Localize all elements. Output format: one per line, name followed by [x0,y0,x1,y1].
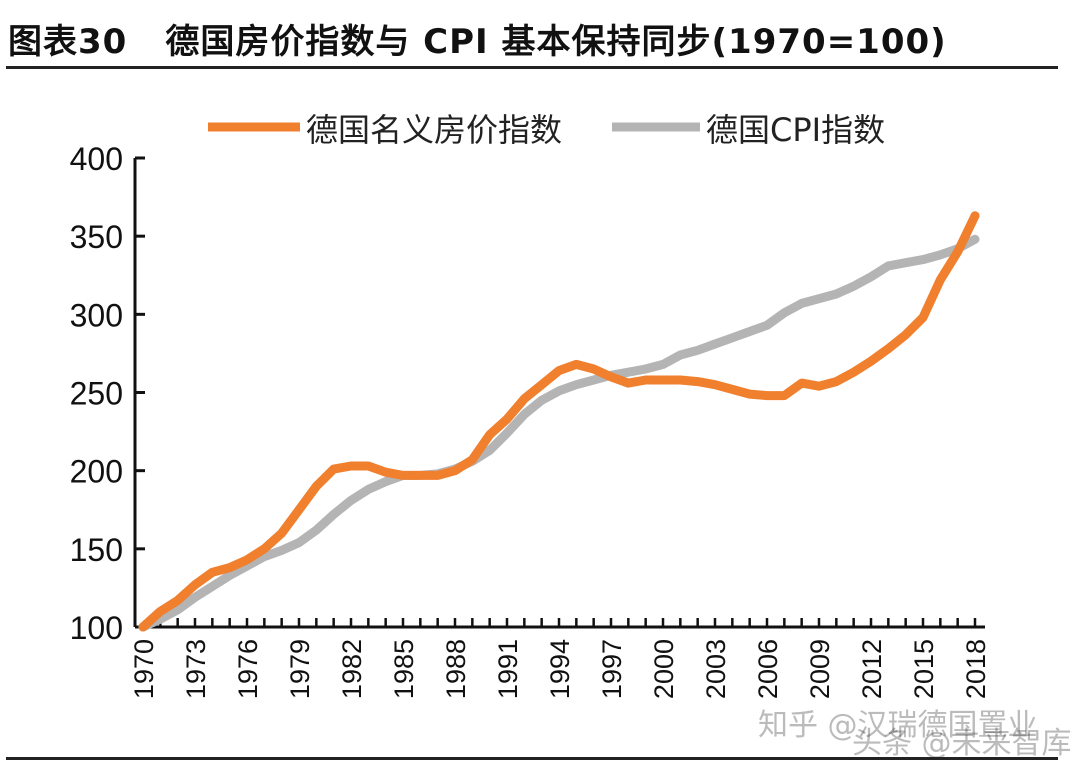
y-tick-label: 150 [70,532,123,568]
x-tick-label: 2009 [805,639,835,699]
y-tick-label: 400 [70,141,123,177]
bottom-rule [6,757,1058,760]
x-tick-label: 1979 [285,639,315,699]
x-tick-label: 1982 [337,639,367,699]
y-tick-label: 350 [70,219,123,255]
figure-title: 德国房价指数与 CPI 基本保持同步(1970=100) [165,22,947,62]
x-tick-label: 2006 [753,639,783,699]
watermark-toutiao: 头条 @未来智库 [852,726,1072,761]
legend-label: 德国名义房价指数 [306,111,562,149]
series-line-house-price [138,211,980,632]
y-tick-label: 250 [70,376,123,412]
x-tick-label: 1994 [545,639,575,699]
series-line-cpi [138,234,980,632]
x-tick-label: 1970 [129,639,159,699]
x-tick-label: 2012 [857,639,887,699]
x-tick-label: 1991 [493,639,523,699]
x-tick-label: 1985 [389,639,419,699]
y-tick-label: 300 [70,297,123,333]
legend-label: 德国CPI指数 [706,111,885,149]
figure-number: 图表30 [8,22,128,62]
x-tick-label: 1973 [181,639,211,699]
x-tick-label: 1976 [233,639,263,699]
chart-title: 图表30 德国房价指数与 CPI 基本保持同步(1970=100) [8,14,947,63]
x-tick-label: 1997 [597,639,627,699]
x-tick-label: 2003 [701,639,731,699]
y-tick-label: 100 [70,610,123,646]
x-tick-label: 2000 [649,639,679,699]
x-tick-label: 1988 [441,639,471,699]
y-tick-label: 200 [70,454,123,490]
x-tick-label: 2018 [961,639,991,699]
x-tick-label: 2015 [909,639,939,699]
watermark-zhihu: 知乎 @汉瑞德国置业 [758,708,1038,743]
title-rule [6,66,1058,69]
